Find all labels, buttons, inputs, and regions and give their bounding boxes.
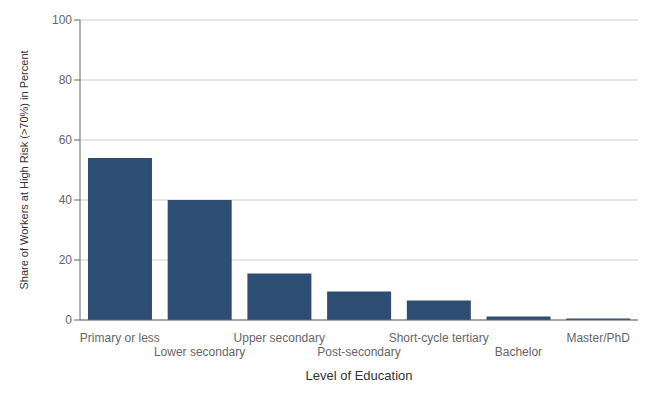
svg-text:Share of Workers at High Risk: Share of Workers at High Risk (>70%) in … [18,50,30,289]
svg-text:Master/PhD: Master/PhD [566,331,630,345]
svg-text:Lower secondary: Lower secondary [154,345,245,359]
svg-text:Primary or less: Primary or less [80,331,160,345]
svg-text:100: 100 [52,13,72,27]
svg-text:Short-cycle tertiary: Short-cycle tertiary [389,331,489,345]
svg-text:Level of Education: Level of Education [306,368,413,383]
svg-text:60: 60 [59,133,73,147]
svg-text:80: 80 [59,73,73,87]
svg-text:Bachelor: Bachelor [495,345,542,359]
svg-text:0: 0 [65,313,72,327]
svg-text:20: 20 [59,253,73,267]
svg-text:Post-secondary: Post-secondary [317,345,400,359]
svg-text:Upper secondary: Upper secondary [234,331,325,345]
svg-text:40: 40 [59,193,73,207]
